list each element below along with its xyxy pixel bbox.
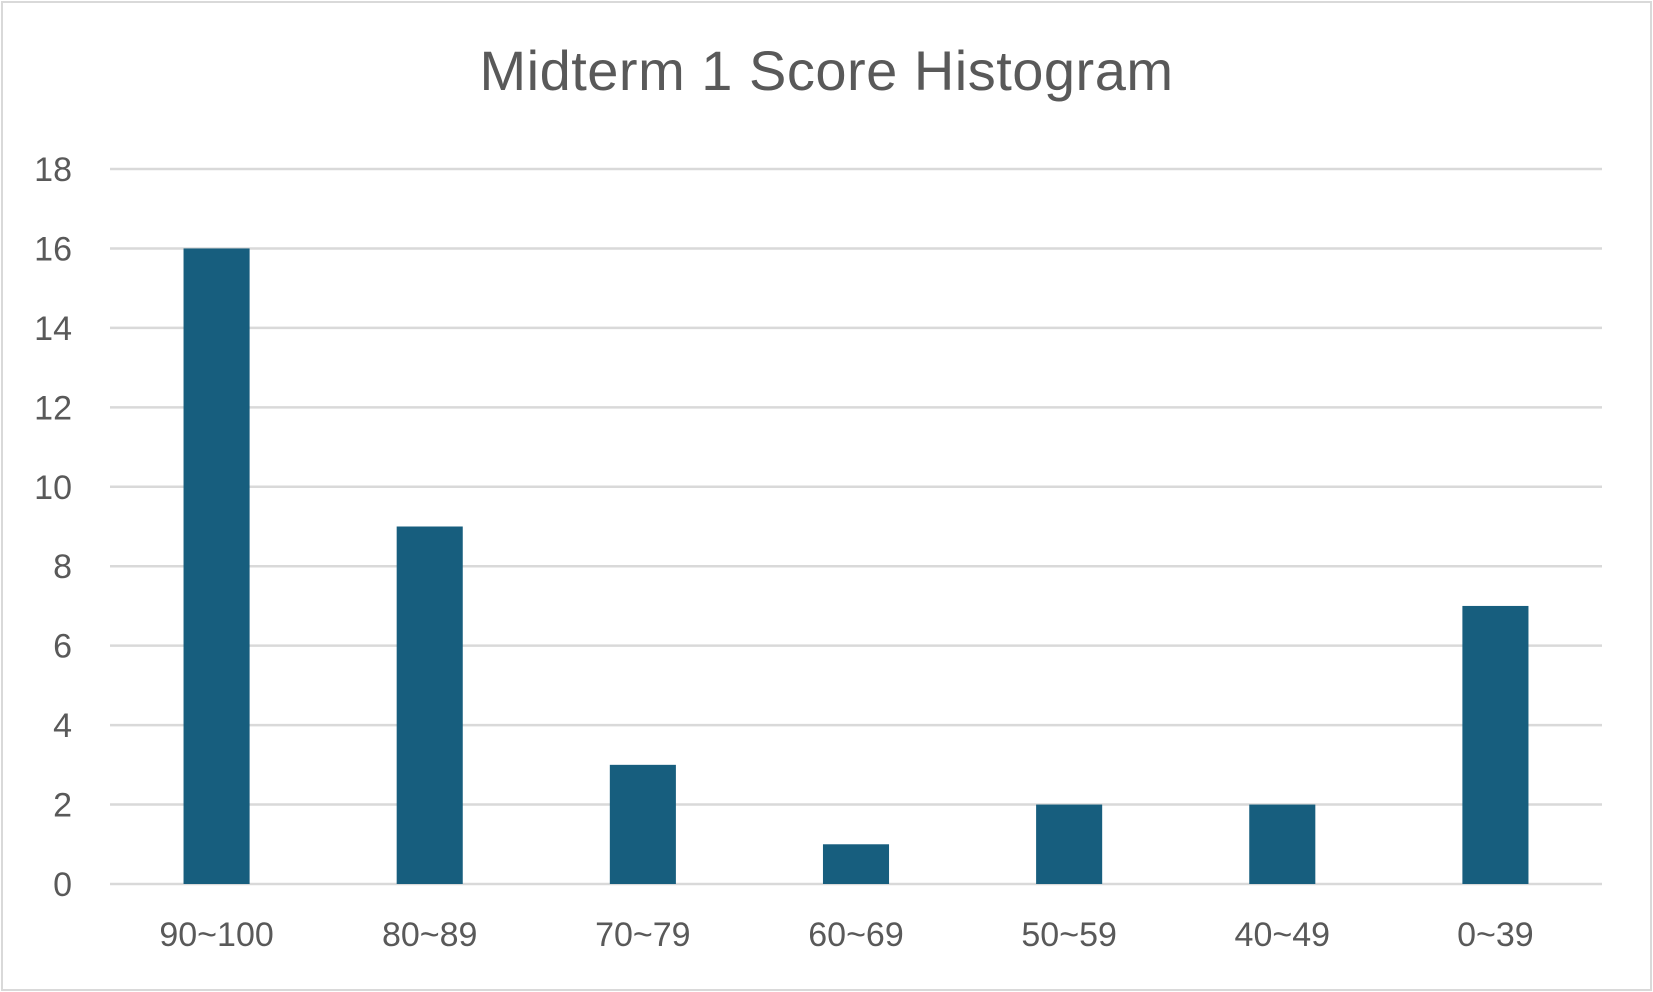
x-tick-label: 0~39 xyxy=(1457,916,1534,954)
y-tick-label: 8 xyxy=(53,548,72,586)
y-tick-label: 4 xyxy=(53,707,72,745)
y-tick-label: 10 xyxy=(34,469,72,507)
bar-0~39 xyxy=(1462,605,1529,884)
bar-40~49 xyxy=(1249,804,1316,884)
y-tick-label: 14 xyxy=(34,310,72,348)
bar-90~100 xyxy=(183,248,250,884)
chart-title: Midterm 1 Score Histogram xyxy=(479,39,1174,102)
bar-70~79 xyxy=(609,764,676,884)
x-tick-label: 80~89 xyxy=(382,916,478,954)
y-axis-tick-labels: 0 2 4 6 8 10 12 14 16 18 xyxy=(34,151,72,904)
bar-60~69 xyxy=(822,844,890,884)
y-tick-label: 2 xyxy=(53,787,72,825)
x-tick-label: 90~100 xyxy=(159,916,273,954)
y-tick-label: 12 xyxy=(34,389,72,427)
bar-80~89 xyxy=(396,526,463,884)
bar-50~59 xyxy=(1036,804,1103,884)
x-tick-label: 40~49 xyxy=(1235,916,1331,954)
bars xyxy=(183,248,1529,884)
y-tick-label: 0 xyxy=(53,866,72,904)
y-tick-label: 6 xyxy=(53,628,72,666)
x-tick-label: 50~59 xyxy=(1021,916,1117,954)
y-tick-label: 18 xyxy=(34,151,72,189)
x-tick-label: 70~79 xyxy=(595,916,691,954)
y-tick-label: 16 xyxy=(34,230,72,268)
x-axis-tick-labels: 90~100 80~89 70~79 60~69 50~59 40~49 0~39 xyxy=(159,916,1533,954)
gridlines xyxy=(110,167,1602,886)
x-tick-label: 60~69 xyxy=(808,916,904,954)
